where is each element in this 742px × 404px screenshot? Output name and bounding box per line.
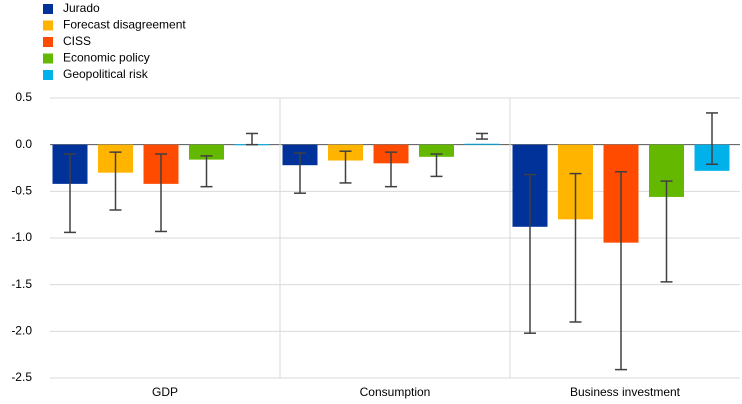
y-tick-label: 0.0	[15, 137, 32, 151]
error-bar	[615, 170, 627, 371]
y-tick-label: -2.5	[11, 370, 32, 384]
legend-label: CISS	[63, 34, 91, 48]
error-bar	[64, 153, 76, 234]
bar	[464, 143, 500, 145]
y-tick-label: 0.5	[15, 90, 32, 104]
legend-swatch	[43, 70, 53, 80]
y-tick-label: -2.0	[11, 324, 32, 338]
legend-swatch	[43, 53, 53, 64]
x-tick-label: Business investment	[570, 385, 681, 399]
x-tick-label: Consumption	[360, 385, 431, 399]
y-tick-label: -1.0	[11, 230, 32, 244]
legend-swatch	[43, 37, 53, 47]
error-bar	[524, 173, 536, 334]
y-tick-label: -0.5	[11, 184, 32, 198]
error-bar	[430, 153, 443, 178]
x-tick-label: GDP	[152, 385, 178, 399]
y-tick-label: -1.5	[11, 277, 32, 291]
error-bar	[200, 155, 213, 188]
bar	[189, 144, 224, 160]
error-bar	[339, 150, 352, 184]
legend-label: Economic policy	[63, 51, 150, 65]
legend-label: Geopolitical risk	[63, 67, 149, 81]
bar	[419, 144, 454, 157]
legend-swatch	[43, 20, 53, 31]
error-bar	[294, 152, 306, 194]
legend-label: Jurado	[63, 1, 100, 15]
error-bar	[569, 172, 582, 323]
legend-swatch	[43, 4, 53, 14]
error-bar	[385, 151, 397, 188]
error-bar	[155, 153, 167, 233]
error-bar	[246, 132, 258, 146]
error-bar	[476, 132, 488, 140]
legend-label: Forecast disagreement	[63, 18, 186, 32]
error-bar	[109, 151, 122, 211]
error-bar	[660, 180, 673, 283]
error-bar	[706, 112, 718, 166]
